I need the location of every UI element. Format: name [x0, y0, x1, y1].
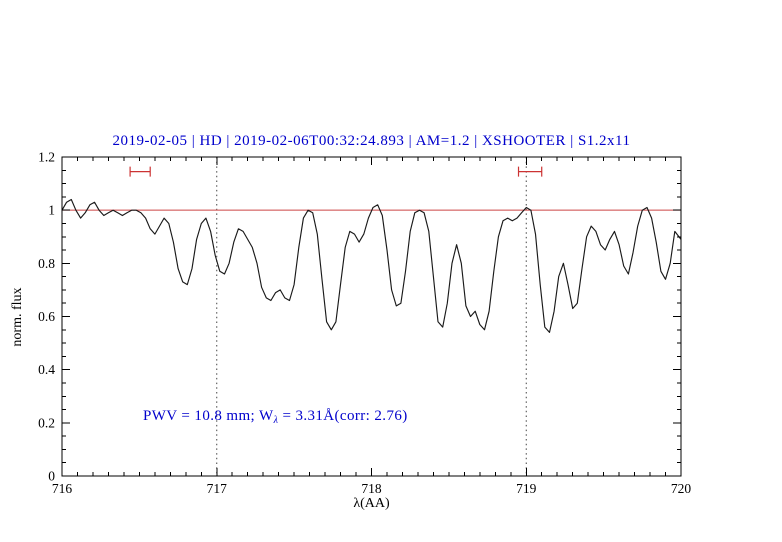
- y-tick-label: 1.2: [38, 150, 55, 165]
- y-tick-label: 0.8: [38, 256, 55, 271]
- x-tick-label: 719: [516, 481, 537, 496]
- y-tick-label: 0.6: [38, 309, 55, 324]
- range-markers: [129, 166, 543, 177]
- annotation-post: = 3.31Å(corr: 2.76): [278, 408, 408, 424]
- x-axis-label: λ(AA): [353, 496, 390, 511]
- dotted-vlines: [216, 157, 527, 476]
- annotation-pre: PWV = 10.8 mm; W: [143, 408, 274, 424]
- spectrum-line: [61, 198, 682, 333]
- annotation-subscript-lambda: λ: [273, 415, 279, 426]
- chart-title: 2019-02-05 | HD | 2019-02-06T00:32:24.89…: [112, 133, 631, 149]
- y-tick-label: 0.4: [38, 362, 55, 377]
- y-tick-label: 1: [48, 203, 55, 218]
- axis-ticks: [61, 156, 682, 477]
- x-tick-label: 717: [207, 481, 228, 496]
- y-tick-label: 0.2: [38, 415, 55, 430]
- y-axis-label: norm. flux: [10, 287, 25, 347]
- pwv-annotation: PWV = 10.8 mm; Wλ = 3.31Å(corr: 2.76): [143, 408, 408, 426]
- tick-labels: 716 717 718 719 720 0 0.2 0.4 0.6 0.8 1 1.2: [38, 150, 691, 497]
- axes-box: [61, 156, 682, 477]
- y-tick-label: 0: [48, 469, 55, 484]
- x-tick-label: 720: [671, 481, 692, 496]
- x-tick-label: 718: [361, 481, 382, 496]
- x-tick-label: 716: [52, 481, 73, 496]
